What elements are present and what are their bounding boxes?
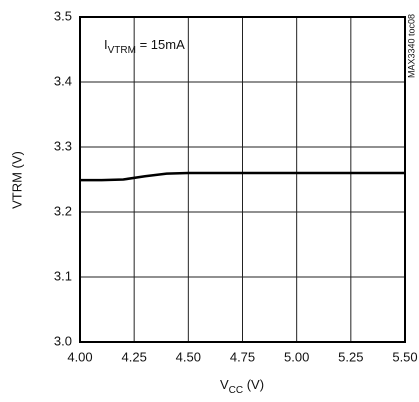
x-tick-label: 4.75 bbox=[230, 349, 255, 364]
data-line bbox=[80, 171, 405, 182]
x-tick-label: 4.25 bbox=[122, 349, 147, 364]
y-tick-label: 3.5 bbox=[54, 8, 72, 23]
x-label-sub: CC bbox=[229, 385, 243, 396]
x-label-rest: (V) bbox=[243, 377, 264, 392]
y-tick-label: 3.0 bbox=[54, 333, 72, 348]
x-tick-label: 5.25 bbox=[338, 349, 363, 364]
annotation-rest: = 15mA bbox=[136, 37, 185, 52]
x-tick-label: 5.50 bbox=[392, 349, 417, 364]
y-axis-label: VTRM (V) bbox=[9, 151, 24, 209]
y-tick-label: 3.4 bbox=[54, 73, 72, 88]
side-note: MAX3340 toc08 bbox=[406, 14, 416, 78]
x-label-main: V bbox=[220, 377, 229, 392]
x-tick-label: 4.00 bbox=[67, 349, 92, 364]
x-tick-label: 5.00 bbox=[284, 349, 309, 364]
annotation-main: I bbox=[104, 37, 108, 52]
y-tick-label: 3.1 bbox=[54, 268, 72, 283]
x-tick-label: 4.50 bbox=[176, 349, 201, 364]
y-tick-label: 3.3 bbox=[54, 138, 72, 153]
annotation: IVTRM = 15mA bbox=[104, 37, 185, 55]
y-tick-label: 3.2 bbox=[54, 203, 72, 218]
x-axis-label: VCC (V) bbox=[220, 377, 264, 395]
annotation-sub: VTRM bbox=[108, 45, 136, 56]
